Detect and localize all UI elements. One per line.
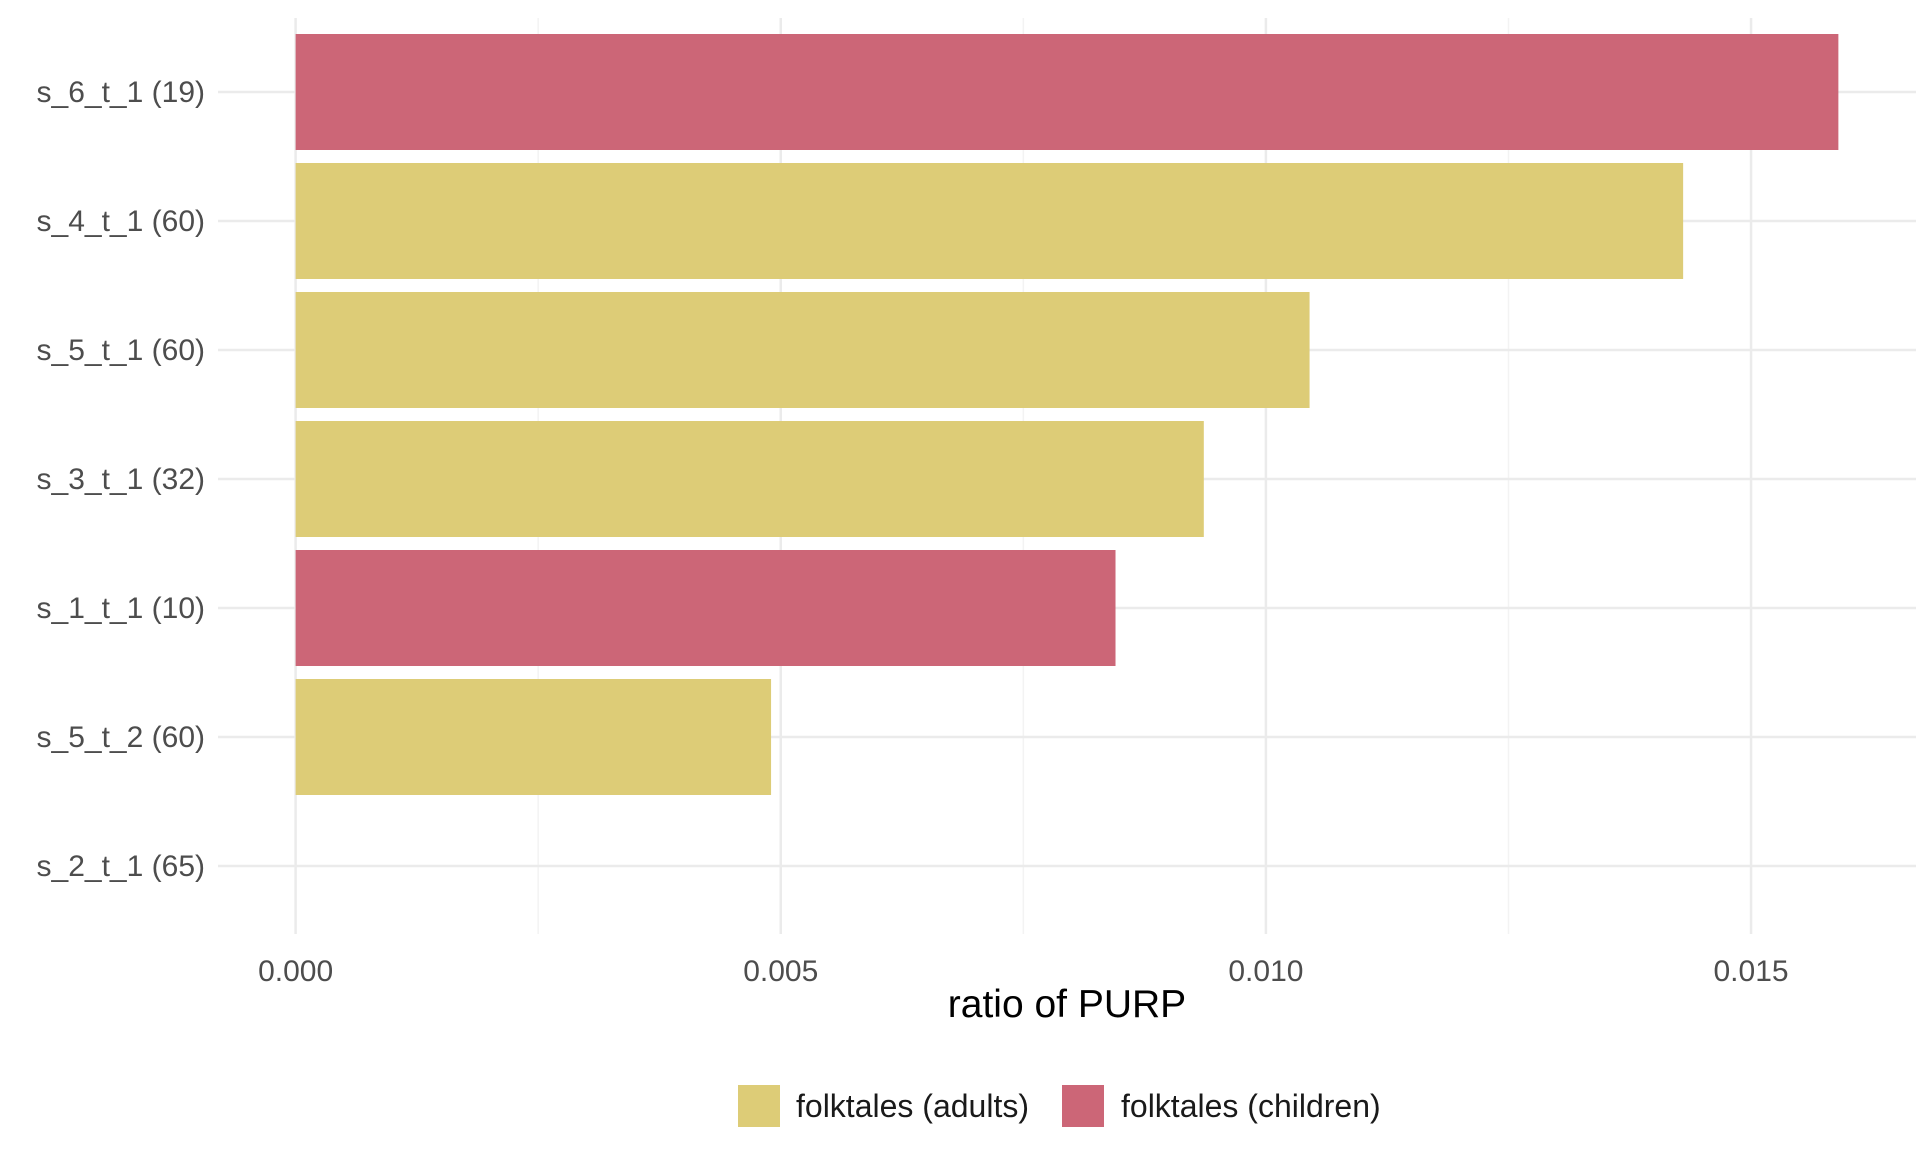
legend-label: folktales (children) bbox=[1121, 1088, 1381, 1124]
legend-swatch bbox=[738, 1085, 780, 1127]
bars bbox=[295, 34, 1839, 795]
x-axis-title: ratio of PURP bbox=[948, 983, 1186, 1026]
bar bbox=[295, 292, 1310, 408]
legend-swatch bbox=[1062, 1085, 1104, 1127]
y-tick-label: s_1_t_1 (10) bbox=[37, 592, 205, 625]
legend-label: folktales (adults) bbox=[796, 1088, 1029, 1124]
x-tick-label: 0.015 bbox=[1714, 955, 1789, 988]
bar bbox=[295, 34, 1839, 150]
x-tick-labels: 0.000 0.005 0.010 0.015 bbox=[258, 955, 1789, 988]
y-tick-label: s_3_t_1 (32) bbox=[37, 463, 205, 496]
bar bbox=[295, 550, 1116, 666]
bar bbox=[295, 163, 1684, 279]
y-tick-label: s_5_t_1 (60) bbox=[37, 334, 205, 367]
x-tick-label: 0.010 bbox=[1228, 955, 1303, 988]
y-tick-label: s_4_t_1 (60) bbox=[37, 205, 205, 238]
y-tick-label: s_5_t_2 (60) bbox=[37, 721, 205, 754]
legend: folktales (adults) folktales (children) bbox=[738, 1085, 1381, 1127]
y-tick-label: s_2_t_1 (65) bbox=[37, 850, 205, 883]
bar bbox=[295, 679, 772, 795]
x-tick-label: 0.000 bbox=[258, 955, 333, 988]
bar bbox=[295, 421, 1204, 537]
y-tick-labels: s_6_t_1 (19) s_4_t_1 (60) s_5_t_1 (60) s_3_… bbox=[37, 76, 205, 883]
x-tick-label: 0.005 bbox=[743, 955, 818, 988]
y-tick-label: s_6_t_1 (19) bbox=[37, 76, 205, 109]
